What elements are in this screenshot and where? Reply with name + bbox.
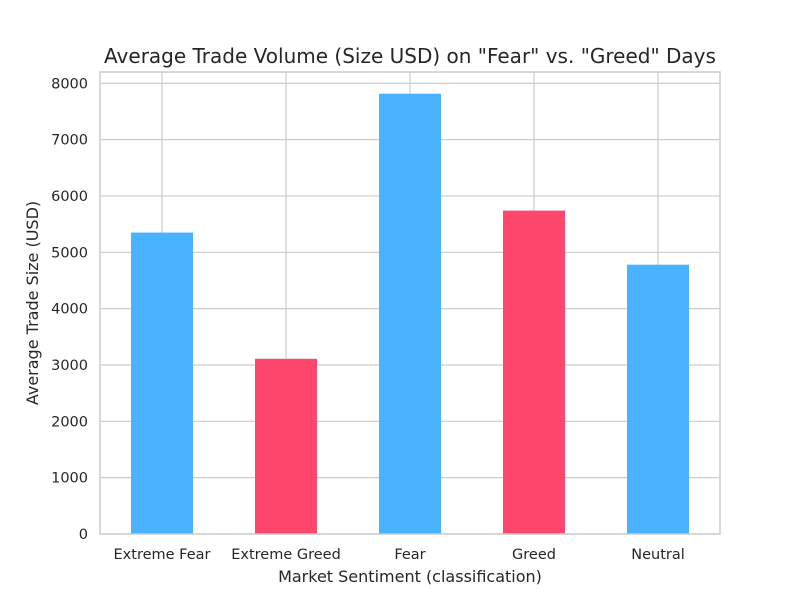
- x-tick-label: Greed: [512, 547, 556, 563]
- y-axis-label: Average Trade Size (USD): [23, 201, 42, 405]
- y-tick-label: 0: [79, 527, 88, 543]
- bar-fear: [379, 93, 441, 534]
- bar-neutral: [627, 264, 689, 534]
- y-tick-label: 4000: [51, 302, 88, 318]
- y-tick-label: 7000: [51, 133, 88, 149]
- plot-frame: [99, 71, 721, 535]
- x-axis-label: Market Sentiment (classification): [278, 567, 542, 586]
- y-tick-label: 6000: [51, 189, 88, 205]
- x-tick-label: Neutral: [631, 547, 685, 563]
- y-tick-label: 2000: [51, 414, 88, 430]
- y-tick-label: 5000: [51, 245, 88, 261]
- x-tick-label: Fear: [394, 547, 425, 563]
- bar-extreme-greed: [255, 358, 317, 534]
- x-tick-label: Extreme Fear: [114, 547, 211, 563]
- y-tick-labels: 0 1000 2000 3000 4000 5000 6000 7000 8000: [51, 76, 88, 543]
- chart-title: Average Trade Volume (Size USD) on "Fear…: [104, 44, 716, 68]
- bar-extreme-fear: [131, 232, 193, 534]
- bar-greed: [503, 210, 565, 534]
- x-tick-labels: Extreme Fear Extreme Greed Fear Greed Neutra…: [114, 547, 685, 563]
- y-tick-label: 3000: [51, 358, 88, 374]
- bars: [131, 93, 689, 534]
- y-tick-label: 8000: [51, 76, 88, 92]
- y-tick-label: 1000: [51, 471, 88, 487]
- x-tick-label: Extreme Greed: [231, 547, 341, 563]
